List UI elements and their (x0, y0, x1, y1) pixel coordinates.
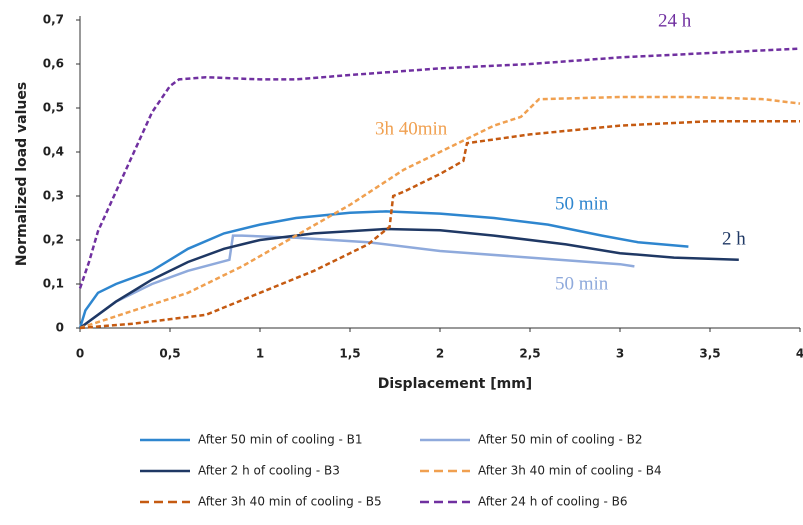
annotation: 2 h (722, 228, 746, 249)
legend-label: After 24 h of cooling - B6 (478, 495, 628, 509)
legend-label: After 2 h of cooling - B3 (198, 464, 340, 478)
annotation: 50 min (555, 193, 609, 214)
annotation: 24 h (658, 10, 692, 31)
legend-label: After 50 min of cooling - B1 (198, 433, 363, 447)
y-tick-label: 0,3 (43, 189, 64, 203)
annotation: 50 min (555, 273, 609, 294)
y-axis-title: Normalized load values (14, 82, 30, 266)
x-tick-label: 0 (76, 347, 84, 361)
y-tick-label: 0,7 (43, 13, 64, 27)
series-line (79, 234, 635, 330)
x-tick-label: 3 (616, 347, 624, 361)
y-tick-label: 0 (56, 321, 64, 335)
y-tick-label: 0,1 (43, 277, 64, 291)
y-tick-label: 0,4 (43, 145, 64, 159)
legend-label: After 3h 40 min of cooling - B4 (478, 464, 662, 478)
y-tick-label: 0,5 (43, 101, 64, 115)
x-tick-label: 2 (436, 347, 444, 361)
x-tick-label: 4 (796, 347, 803, 361)
series-line (79, 119, 800, 330)
series-line (79, 227, 739, 330)
y-tick-label: 0,6 (43, 57, 64, 71)
series-line (78, 47, 801, 289)
x-tick-label: 3,5 (699, 347, 720, 361)
x-axis-title: Displacement [mm] (378, 376, 532, 392)
legend-label: After 50 min of cooling - B2 (478, 433, 643, 447)
annotation: 3h 40min (375, 118, 448, 139)
x-tick-label: 1,5 (339, 347, 360, 361)
series-line (78, 210, 689, 329)
x-tick-label: 0,5 (159, 347, 180, 361)
legend-label: After 3h 40 min of cooling - B5 (198, 495, 382, 509)
x-tick-label: 1 (256, 347, 264, 361)
x-tick-label: 2,5 (519, 347, 540, 361)
y-tick-label: 0,2 (43, 233, 64, 247)
